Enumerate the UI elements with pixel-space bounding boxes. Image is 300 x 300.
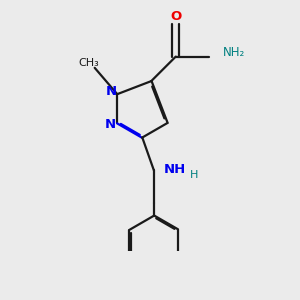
Text: N: N (105, 118, 116, 131)
Text: NH: NH (164, 163, 186, 176)
Text: H: H (190, 170, 199, 180)
Text: NH₂: NH₂ (223, 46, 245, 59)
Text: N: N (106, 85, 117, 98)
Text: O: O (170, 11, 182, 23)
Text: CH₃: CH₃ (79, 58, 99, 68)
